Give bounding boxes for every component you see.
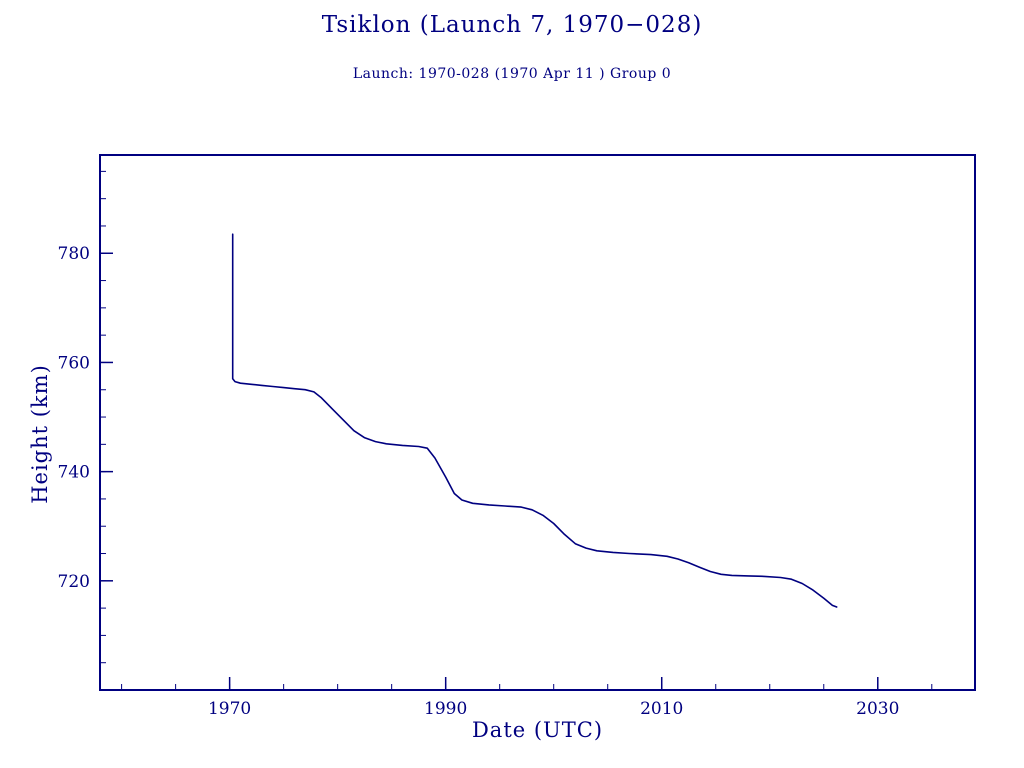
- x-tick-label: 2030: [856, 699, 899, 719]
- y-tick-label: 720: [58, 572, 90, 592]
- x-axis-label: Date (UTC): [471, 718, 604, 742]
- y-tick-label: 760: [58, 353, 90, 373]
- x-tick-label: 1990: [424, 699, 467, 719]
- y-tick-label: 740: [58, 463, 90, 483]
- data-series-line: [231, 233, 838, 608]
- plot-border: [99, 154, 976, 691]
- chart-subtitle: Launch: 1970-028 (1970 Apr 11 ) Group 0: [352, 66, 672, 82]
- x-tick-label: 1970: [208, 699, 251, 719]
- y-axis-label: Height (km): [28, 364, 52, 504]
- y-tick-label: 780: [58, 244, 90, 264]
- x-tick-label: 2010: [640, 699, 683, 719]
- chart-title: Tsiklon (Launch 7, 1970−028): [321, 12, 703, 38]
